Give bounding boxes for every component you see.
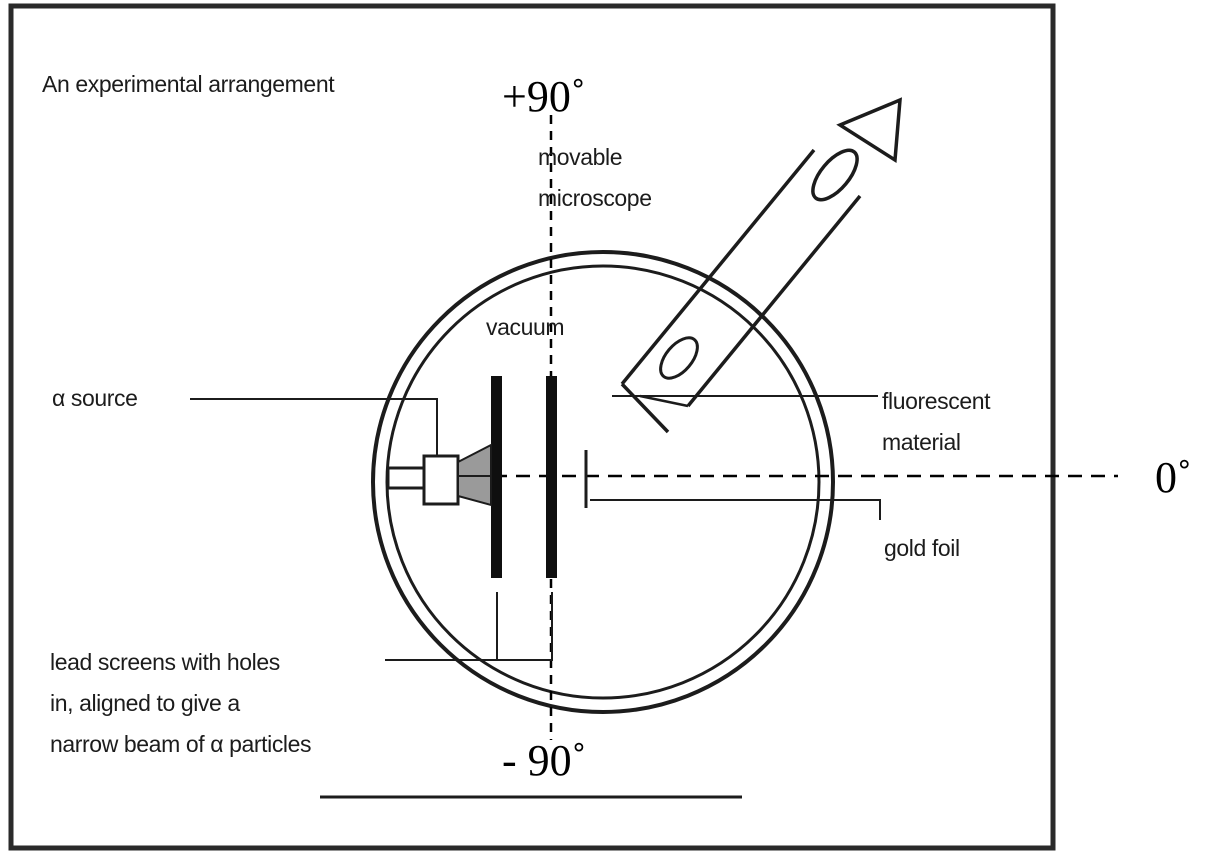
alpha-source-label: α source: [52, 385, 138, 411]
microscope-objective-lens: [659, 336, 699, 380]
alpha-source-leader-line: [190, 398, 438, 456]
lead-screen-right: [546, 376, 557, 578]
lead-screens-label-line1: lead screens with holes: [50, 649, 280, 675]
gold-foil-label: gold foil: [884, 535, 960, 561]
alpha-source-holder: [422, 454, 460, 506]
microscope-tube-upper-edge: [620, 148, 816, 386]
fluorescent-label-line2: material: [882, 429, 961, 455]
microscope-tube-base: [620, 382, 670, 434]
movable-microscope: [620, 97, 902, 434]
gold-foil-leader-line: [590, 499, 881, 520]
eye-icon: [836, 97, 902, 164]
chamber-outer-wall: [371, 250, 835, 714]
lead-screen-left: [491, 376, 502, 578]
fluorescent-label-line1: fluorescent: [882, 388, 991, 414]
diagram-frame: [8, 3, 1056, 851]
microscope-label-line1: movable: [538, 144, 622, 170]
angle-label-minus-90: - 90˚: [502, 736, 586, 785]
lead-screens-bracket: [496, 592, 553, 661]
vacuum-label: vacuum: [486, 314, 564, 340]
microscope-tube-base-rim: [639, 394, 689, 408]
lead-screens-label-line2: in, aligned to give a: [50, 690, 240, 716]
alpha-source-stem: [386, 466, 430, 490]
angle-label-0: 0˚: [1155, 453, 1192, 502]
microscope-tube-lower-edge: [686, 194, 862, 408]
lead-screens-label-line3: narrow beam of α particles: [50, 731, 311, 757]
angle-label-plus-90: +90˚: [502, 72, 585, 121]
diagram-title: An experimental arrangement: [42, 71, 335, 97]
microscope-eyepiece: [811, 148, 859, 202]
microscope-label-line2: microscope: [538, 185, 652, 211]
alpha-source-assembly: [386, 443, 492, 507]
